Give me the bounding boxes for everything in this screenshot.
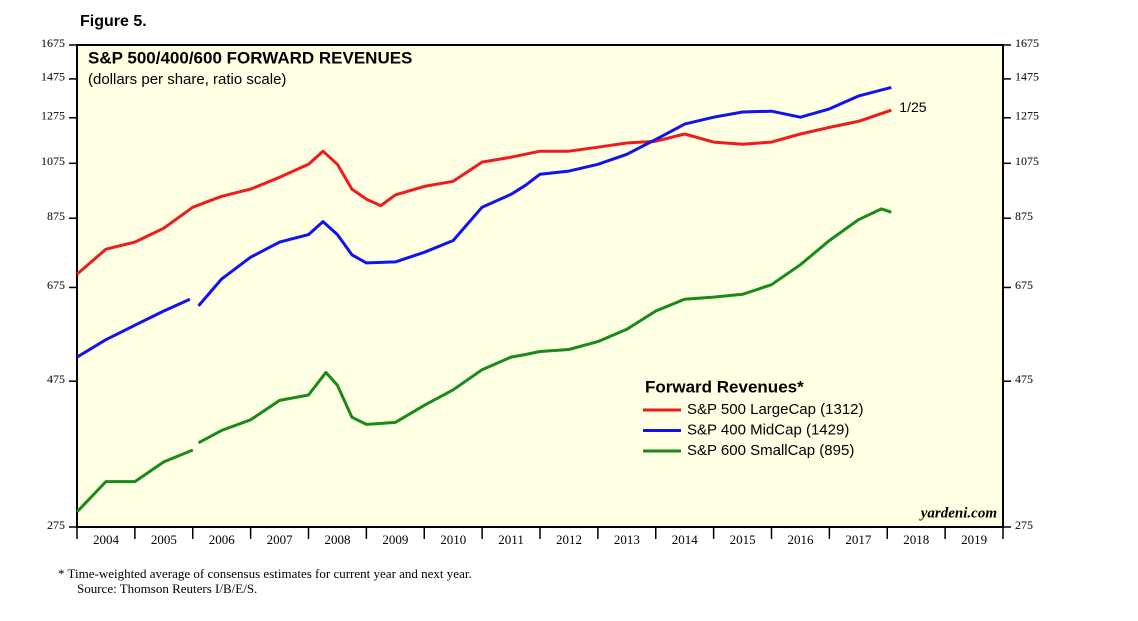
y-tick-label: 875 bbox=[1015, 209, 1033, 223]
legend-label: S&P 400 MidCap (1429) bbox=[687, 421, 849, 438]
x-tick-label: 2006 bbox=[209, 532, 236, 547]
legend-title: Forward Revenues* bbox=[645, 377, 804, 396]
x-tick-label: 2019 bbox=[961, 532, 987, 547]
legend-label: S&P 600 SmallCap (895) bbox=[687, 442, 854, 459]
x-tick-label: 2012 bbox=[556, 532, 582, 547]
x-tick-label: 2004 bbox=[93, 532, 120, 547]
y-tick-label: 1475 bbox=[1015, 70, 1039, 84]
footnote: * Time-weighted average of consensus est… bbox=[58, 566, 472, 581]
footnote: Source: Thomson Reuters I/B/E/S. bbox=[77, 581, 257, 596]
x-tick-label: 2013 bbox=[614, 532, 640, 547]
x-tick-label: 2008 bbox=[324, 532, 350, 547]
y-tick-label: 1075 bbox=[1015, 154, 1039, 168]
y-tick-label: 875 bbox=[47, 209, 65, 223]
y-tick-label: 1675 bbox=[1015, 36, 1039, 50]
figure-label: Figure 5. bbox=[80, 13, 147, 30]
x-tick-label: 2018 bbox=[903, 532, 929, 547]
y-tick-label: 675 bbox=[1015, 278, 1033, 292]
chart-subtitle: (dollars per share, ratio scale) bbox=[88, 71, 286, 88]
y-tick-label: 1475 bbox=[41, 70, 65, 84]
y-tick-label: 1075 bbox=[41, 154, 65, 168]
x-tick-label: 2014 bbox=[672, 532, 699, 547]
x-tick-label: 2011 bbox=[498, 532, 524, 547]
y-tick-label: 475 bbox=[47, 372, 65, 386]
x-tick-label: 2005 bbox=[151, 532, 177, 547]
y-tick-label: 475 bbox=[1015, 372, 1033, 386]
legend-label: S&P 500 LargeCap (1312) bbox=[687, 401, 864, 418]
y-tick-label: 1275 bbox=[41, 109, 65, 123]
series-line bbox=[75, 448, 194, 513]
chart-title: S&P 500/400/600 FORWARD REVENUES bbox=[88, 48, 412, 67]
watermark: yardeni.com bbox=[919, 505, 997, 521]
x-tick-label: 2015 bbox=[730, 532, 756, 547]
series-line bbox=[197, 207, 892, 445]
series-line bbox=[197, 85, 892, 307]
y-tick-label: 1675 bbox=[41, 36, 65, 50]
y-tick-label: 1275 bbox=[1015, 109, 1039, 123]
annotation: 1/25 bbox=[899, 99, 926, 115]
series-line bbox=[76, 297, 191, 359]
y-tick-label: 675 bbox=[47, 278, 65, 292]
x-tick-label: 2017 bbox=[845, 532, 872, 547]
series-line bbox=[76, 108, 892, 276]
x-tick-label: 2016 bbox=[787, 532, 814, 547]
y-tick-label: 275 bbox=[47, 518, 65, 532]
y-tick-label: 275 bbox=[1015, 518, 1033, 532]
x-tick-label: 2007 bbox=[267, 532, 294, 547]
x-tick-label: 2010 bbox=[440, 532, 466, 547]
plot-frame bbox=[76, 44, 1004, 528]
x-tick-label: 2009 bbox=[382, 532, 408, 547]
